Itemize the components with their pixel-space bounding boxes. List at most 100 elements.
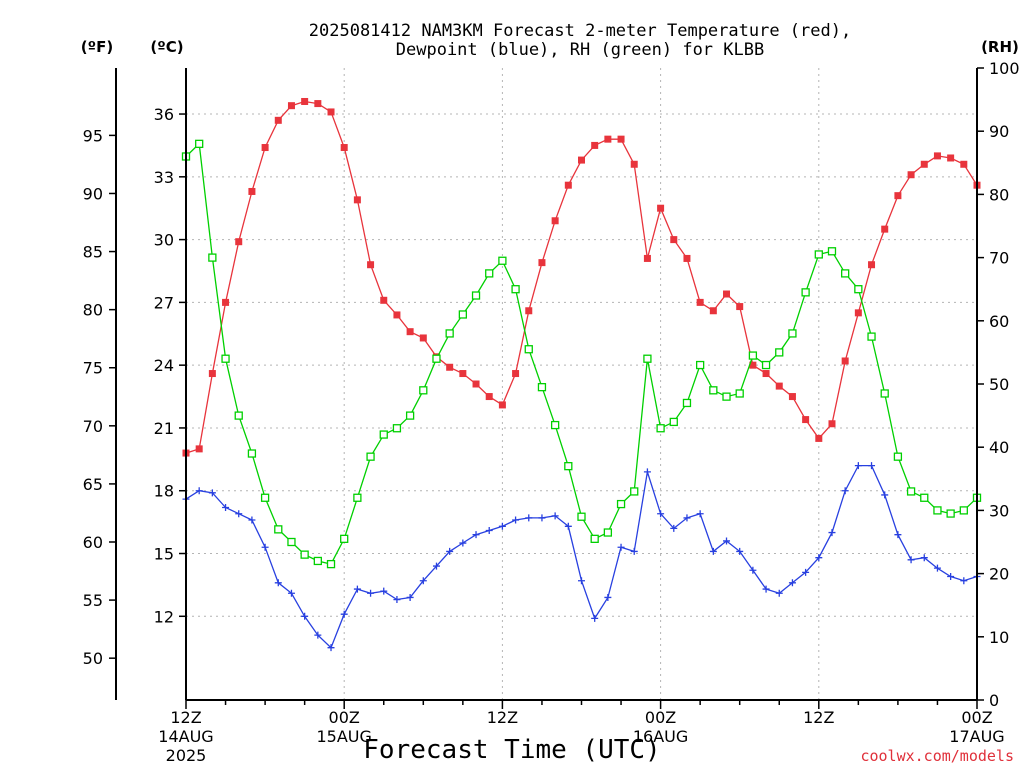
dewpoint-point xyxy=(578,577,585,585)
rh-point xyxy=(405,411,415,420)
temperature-point xyxy=(551,217,559,225)
time-tick-label: 00Z xyxy=(329,708,360,727)
rh-tick-label: 20 xyxy=(989,565,1009,584)
celsius-unit-label: (ºC) xyxy=(150,38,183,56)
temperature-point xyxy=(749,361,757,369)
temperature-point xyxy=(881,225,889,233)
temperature-point xyxy=(195,445,203,453)
rh-point xyxy=(841,269,850,278)
dewpoint-point xyxy=(419,577,427,585)
chart-title-line-2: Dewpoint (blue), RH (green) for KLBB xyxy=(396,40,764,60)
rh-point xyxy=(867,332,876,341)
fahrenheit-tick-label: 50 xyxy=(83,649,103,668)
celsius-tick-label: 36 xyxy=(154,105,174,124)
dewpoint-point xyxy=(920,554,928,562)
temperature-point xyxy=(960,160,968,168)
rh-point xyxy=(748,351,758,360)
dewpoint-point xyxy=(459,539,467,547)
temperature-point xyxy=(775,382,783,390)
temperature-point xyxy=(723,290,731,298)
rh-point xyxy=(603,528,613,537)
dewpoint-point xyxy=(736,547,744,555)
rh-point xyxy=(906,487,916,496)
dewpoint-point xyxy=(248,516,256,524)
dewpoint-point xyxy=(670,524,678,532)
dewpoint-point xyxy=(367,589,375,597)
dewpoint-point xyxy=(841,487,849,495)
temperature-point xyxy=(380,296,388,304)
temperature-point xyxy=(498,401,506,409)
celsius-tick-label: 12 xyxy=(154,607,174,626)
rh-point xyxy=(419,386,428,395)
chart-title-line-1: 2025081412 NAM3KM Forecast 2-meter Tempe… xyxy=(309,21,851,41)
fahrenheit-tick-label: 90 xyxy=(83,184,103,203)
temperature-point xyxy=(419,334,427,342)
dewpoint-point xyxy=(709,547,717,555)
fahrenheit-tick-label: 60 xyxy=(83,533,103,552)
temperature-point xyxy=(314,100,322,108)
temperature-point xyxy=(683,254,691,262)
rh-point xyxy=(880,389,889,398)
temperature-point xyxy=(947,154,955,162)
dewpoint-point xyxy=(261,543,269,551)
temperature-point xyxy=(301,97,309,105)
dewpoint-point xyxy=(393,596,401,604)
time-tick-label: 12Z xyxy=(803,708,834,727)
rh-point xyxy=(959,506,968,515)
temperature-point xyxy=(920,160,928,168)
temperature-point xyxy=(643,254,651,262)
rh-point xyxy=(854,285,863,294)
temperature-point xyxy=(630,160,638,168)
celsius-tick-label: 27 xyxy=(154,293,174,312)
temperature-point xyxy=(512,370,520,378)
rh-point xyxy=(814,250,823,259)
time-tick-label: 17AUG xyxy=(949,727,1004,746)
rh-point xyxy=(682,398,692,408)
celsius-tick-label: 30 xyxy=(154,231,174,250)
fahrenheit-tick-label: 80 xyxy=(83,301,103,320)
dewpoint-point xyxy=(406,593,414,601)
temperature-point xyxy=(274,116,282,124)
dewpoint-point xyxy=(525,514,533,522)
dewpoint-point xyxy=(353,585,361,593)
rh-point xyxy=(498,256,507,265)
axes xyxy=(109,67,984,709)
time-tick-label: 12Z xyxy=(487,708,518,727)
rh-point xyxy=(379,430,388,439)
rh-point xyxy=(471,291,481,300)
temperature-point xyxy=(353,196,361,204)
rh-tick-label: 30 xyxy=(989,501,1009,520)
rh-tick-label: 70 xyxy=(989,249,1009,268)
dewpoint-point xyxy=(380,587,388,595)
temperature-point xyxy=(604,135,612,143)
rh-unit-label: (RH) xyxy=(981,38,1019,56)
dewpoint-point xyxy=(340,610,348,618)
dewpoint-point xyxy=(960,577,968,585)
rh-point xyxy=(313,556,322,566)
series-layer xyxy=(181,97,982,652)
dewpoint-point xyxy=(657,510,665,518)
dewpoint-point xyxy=(868,462,876,470)
rh-point xyxy=(274,525,283,534)
rh-point xyxy=(234,411,243,420)
rh-tick-label: 100 xyxy=(989,59,1020,78)
temperature-point xyxy=(670,236,678,244)
fahrenheit-tick-label: 65 xyxy=(83,475,103,494)
temperature-point xyxy=(393,311,401,319)
temperature-point xyxy=(696,298,704,306)
rh-tick-label: 60 xyxy=(989,312,1009,331)
temperature-point xyxy=(907,171,915,179)
rh-point xyxy=(260,493,270,502)
rh-point xyxy=(208,253,217,262)
dewpoint-point xyxy=(788,579,796,587)
temperature-point xyxy=(485,393,493,401)
dewpoint-point xyxy=(854,462,862,470)
dewpoint-point xyxy=(894,531,902,539)
x-axis-label: Forecast Time (UTC) xyxy=(363,735,660,765)
celsius-tick-label: 24 xyxy=(154,356,174,375)
dewpoint-point xyxy=(933,564,941,572)
celsius-tick-label: 21 xyxy=(154,419,174,438)
rh-tick-label: 0 xyxy=(989,691,999,710)
rh-point xyxy=(511,285,520,294)
